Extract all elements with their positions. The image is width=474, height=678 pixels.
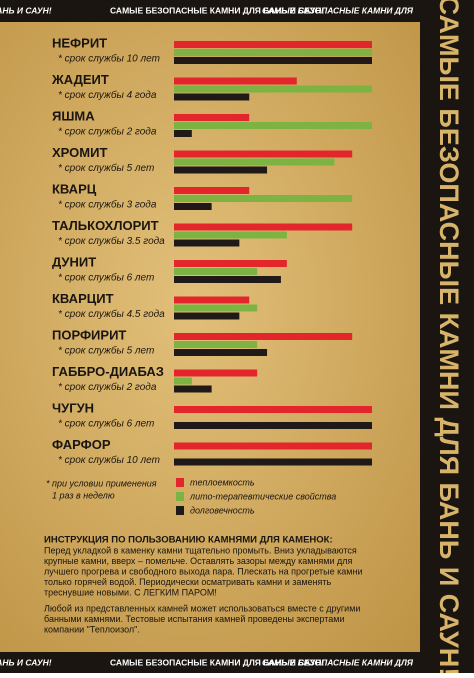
bar — [174, 77, 297, 85]
bar — [174, 49, 372, 56]
stone-name: ХРОМИТ — [52, 145, 107, 160]
legend-swatch — [176, 492, 184, 501]
bar — [174, 422, 372, 429]
stone-note: * срок службы 4.5 года — [58, 308, 165, 320]
instruction-line: Любой из представленных камней может исп… — [44, 603, 360, 613]
bar — [174, 260, 287, 267]
bar — [174, 41, 372, 48]
footnote: 1 раз в неделю — [52, 490, 115, 500]
bar — [174, 166, 268, 174]
instruction-line: компании "Теплоизол". — [44, 624, 140, 634]
bar — [174, 223, 353, 231]
strip-text: САМЫЕ БЕЗОПАСНЫЕ КАМНИ ДЛЯ БАНЬ И САУН! — [110, 657, 324, 667]
instruction-line: только горячей водой. Периодически осмат… — [44, 577, 332, 587]
stone-note: * срок службы 10 лет — [58, 53, 160, 65]
legend-swatch — [176, 506, 184, 515]
bar — [174, 333, 353, 340]
strip-text: САМЫЕ БЕЗОПАСНЫЕ КАМНИ ДЛЯ БАНЬ И САУН! — [110, 5, 324, 15]
strip-text: ДЛЯ БАНЬ И САУН! — [0, 657, 52, 667]
legend-label: долговечность — [190, 505, 255, 515]
bar — [174, 406, 372, 413]
instruction-line: банными камнями. Тестовые испытания камн… — [44, 614, 344, 624]
instruction-line: лучшего прогрева и свободного выхода пар… — [44, 566, 362, 576]
bar — [174, 341, 258, 348]
stone-note: * срок службы 6 лет — [58, 272, 154, 284]
bar — [174, 187, 250, 194]
bar — [174, 203, 212, 210]
bar — [174, 150, 353, 158]
bar — [174, 296, 250, 304]
bar — [174, 85, 372, 93]
bar — [174, 158, 335, 166]
bar — [174, 312, 240, 320]
stone-name: ГАББРО-ДИАБАЗ — [52, 364, 164, 379]
stone-name: КВАРЦИТ — [52, 291, 114, 306]
stone-name: КВАРЦ — [52, 181, 97, 196]
stone-note: * срок службы 5 лет — [58, 345, 154, 357]
stone-name: ЖАДЕИТ — [51, 72, 109, 87]
bar — [174, 93, 250, 101]
bar — [174, 304, 258, 312]
bar — [174, 369, 258, 377]
bar — [174, 349, 268, 356]
bar — [174, 268, 258, 275]
bar — [174, 385, 212, 393]
stone-name: ДУНИТ — [52, 254, 96, 269]
stone-note: * срок службы 6 лет — [58, 418, 154, 430]
bar — [174, 57, 372, 64]
legend-swatch — [176, 478, 184, 487]
bar — [174, 231, 287, 239]
instruction-line: крупные камни, вверх – помельче. Оставля… — [44, 556, 352, 566]
bottom-strip — [0, 652, 474, 673]
stone-note: * срок службы 3 года — [58, 199, 157, 211]
bar — [174, 442, 372, 450]
legend-label: лито-терапевтические свойства — [189, 491, 336, 501]
instruction-line: Перед укладкой в каменку камни тщательно… — [44, 545, 357, 555]
instruction-title: ИНСТРУКЦИЯ ПО ПОЛЬЗОВАНИЮ КАМНЯМИ ДЛЯ КА… — [44, 535, 333, 546]
stone-note: * срок службы 4 года — [58, 89, 157, 101]
bar — [174, 130, 192, 137]
stone-name: ЧУГУН — [52, 400, 94, 415]
stone-name: ТАЛЬКОХЛОРИТ — [52, 218, 159, 233]
stone-name: НЕФРИТ — [52, 35, 107, 50]
legend-label: теплоемкость — [190, 477, 255, 487]
stone-note: * срок службы 3.5 года — [58, 235, 165, 247]
strip-text: ДЛЯ БАНЬ И САУН! — [0, 5, 52, 15]
bar — [174, 458, 372, 466]
instruction-line: треснувшие новыми. С ЛЕГКИМ ПАРОМ! — [44, 587, 217, 597]
bar — [174, 276, 281, 283]
stone-note: * срок службы 10 лет — [58, 454, 160, 466]
side-title: САМЫЕ БЕЗОПАСНЫЕ КАМНИ ДЛЯ БАНЬ И САУН! — [434, 0, 464, 673]
bar — [174, 122, 372, 129]
footnote: * при условии применения — [46, 478, 157, 488]
bar — [174, 195, 353, 202]
stone-name: ФАРФОР — [52, 437, 111, 452]
bar — [174, 114, 250, 121]
bar — [174, 239, 240, 247]
stone-note: * срок службы 5 лет — [58, 162, 154, 174]
stone-note: * срок службы 2 года — [58, 381, 157, 393]
stone-note: * срок службы 2 года — [58, 126, 157, 138]
bar — [174, 377, 192, 385]
stone-name: ЯШМА — [52, 108, 95, 123]
strip-text: САМЫЕ БЕЗОПАСНЫЕ КАМНИ ДЛЯ — [262, 5, 414, 15]
side-band — [420, 0, 474, 673]
strip-text: САМЫЕ БЕЗОПАСНЫЕ КАМНИ ДЛЯ — [262, 657, 414, 667]
top-strip — [0, 0, 474, 22]
stone-name: ПОРФИРИТ — [52, 327, 126, 342]
